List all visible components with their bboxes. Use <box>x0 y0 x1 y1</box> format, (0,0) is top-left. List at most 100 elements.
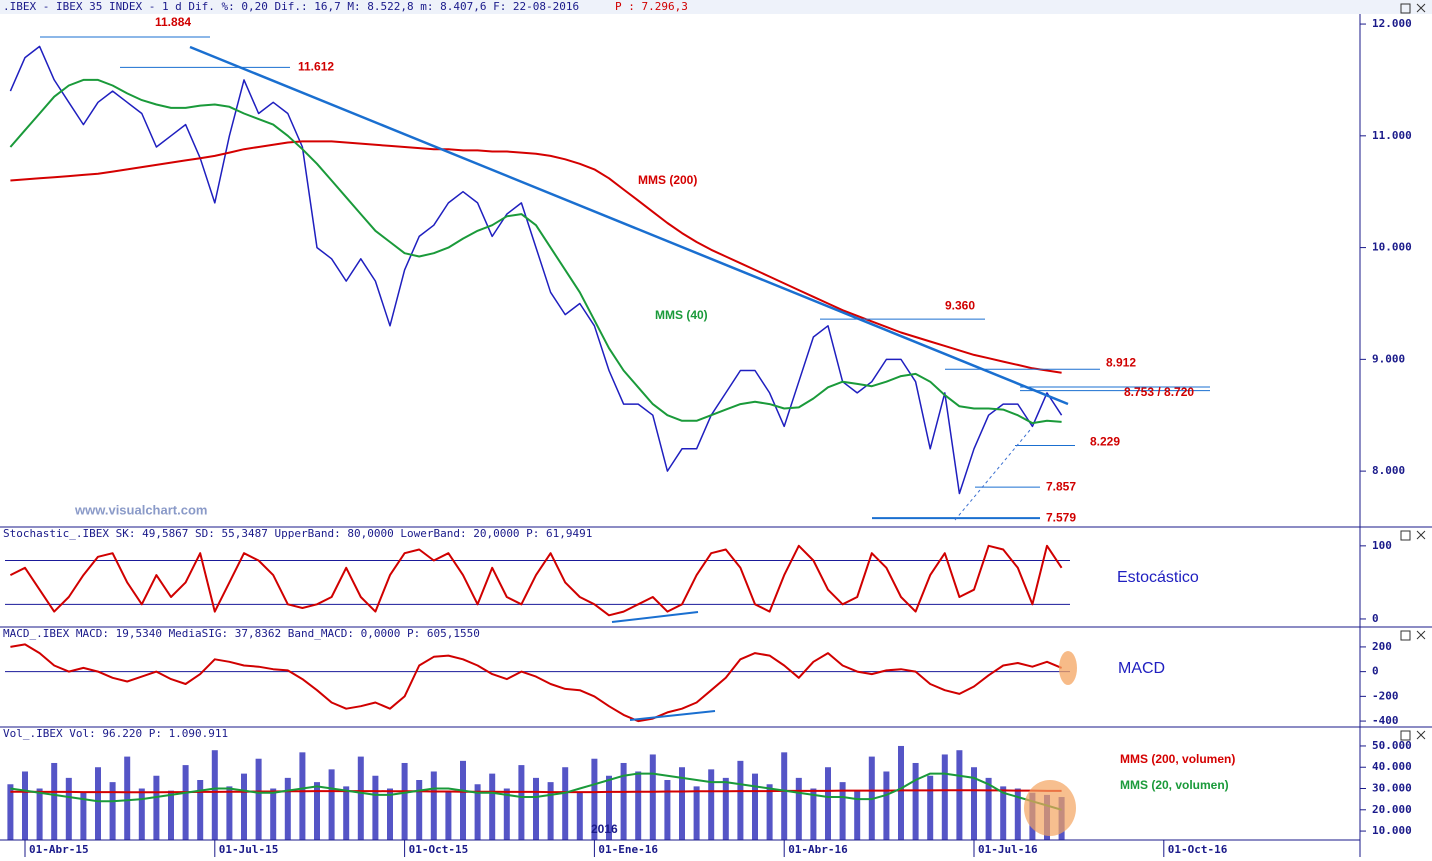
x-tick-label: 01-Jul-16 <box>978 843 1038 856</box>
level-label: 8.912 <box>1106 355 1136 369</box>
series-line <box>9 544 1063 617</box>
panel-title: Vol_.IBEX Vol: 96.220 P: 1.090.911 <box>3 727 228 740</box>
header-info: .IBEX - IBEX 35 INDEX - 1 d Dif. %: 0,20… <box>3 0 579 13</box>
volume-bar <box>533 777 539 840</box>
volume-bar <box>460 760 466 840</box>
series-label: MMS (40) <box>655 308 708 322</box>
volume-bar <box>36 788 43 840</box>
volume-bar <box>65 777 72 840</box>
series-label: MMS (20, volumen) <box>1120 778 1229 792</box>
volume-bar <box>401 762 408 840</box>
volume-bar <box>562 767 569 840</box>
volume-bar <box>985 777 992 840</box>
volume-bar <box>489 773 496 840</box>
volume-bar <box>810 788 817 840</box>
volume-bar <box>182 765 189 840</box>
volume-bar <box>299 752 306 840</box>
volume-bar <box>839 782 846 840</box>
x-tick-label: 01-Abr-16 <box>788 843 848 856</box>
y-tick-label: 10.000 <box>1372 241 1412 254</box>
x-tick-label: 01-Jul-15 <box>219 843 279 856</box>
volume-bar <box>51 762 58 840</box>
volume-bar <box>606 775 612 840</box>
volume-bar <box>927 775 934 840</box>
y-tick-label: 50.000 <box>1372 739 1412 752</box>
y-tick-label: 11.000 <box>1372 129 1412 142</box>
y-tick-label: -200 <box>1372 689 1399 702</box>
volume-bar <box>576 792 583 840</box>
volume-bar <box>898 745 904 840</box>
volume-bar <box>328 769 335 840</box>
panel-title: Stochastic_.IBEX SK: 49,5867 SD: 55,3487… <box>3 527 592 540</box>
window-buttons[interactable] <box>1400 3 1426 741</box>
volume-bar <box>284 777 291 840</box>
y-tick-label: 8.000 <box>1372 464 1405 477</box>
volume-bar <box>387 788 393 840</box>
series-label: MMS (200) <box>638 173 697 187</box>
volume-bar <box>547 782 554 840</box>
volume-bar <box>722 777 729 840</box>
volume-bar <box>357 756 364 840</box>
y-tick-label: -400 <box>1372 714 1399 727</box>
panel-label: Estocástico <box>1117 569 1199 586</box>
volume-bar <box>80 792 87 840</box>
volume-bar <box>416 780 423 840</box>
volume-bar <box>124 756 131 840</box>
volume-bar <box>372 775 379 840</box>
volume-bar <box>138 788 145 840</box>
series-label: MMS (200, volumen) <box>1120 752 1235 766</box>
highlight <box>1059 651 1077 685</box>
y-tick-label: 0 <box>1372 612 1379 625</box>
level-label: 9.360 <box>945 298 975 312</box>
x-tick-label: 01-Ene-16 <box>598 843 658 856</box>
series-line <box>10 643 1062 723</box>
y-tick-label: 0 <box>1372 665 1379 678</box>
volume-bar <box>270 788 277 840</box>
volume-bar <box>591 758 598 840</box>
panel-label: MACD <box>1118 660 1165 677</box>
volume-bar <box>343 786 350 840</box>
y-tick-label: 12.000 <box>1372 17 1412 30</box>
volume-bar <box>737 760 744 840</box>
volume-bar <box>241 773 247 840</box>
series-line <box>9 45 1063 495</box>
support-line <box>954 429 1031 521</box>
y-tick-label: 9.000 <box>1372 352 1405 365</box>
volume-bar <box>109 782 116 840</box>
volume-bar <box>708 769 715 840</box>
x-tick-label: 01-Oct-16 <box>1168 843 1228 856</box>
volume-bar <box>766 784 773 840</box>
y-tick-label: 40.000 <box>1372 760 1412 773</box>
volume-bar <box>22 771 28 840</box>
volume-bar <box>474 784 481 840</box>
x-tick-label: 01-Oct-15 <box>409 843 469 856</box>
volume-bar <box>503 788 510 840</box>
divergence-line <box>611 611 699 623</box>
volume-bar <box>912 762 919 840</box>
volume-bar <box>211 750 218 840</box>
volume-bar <box>226 786 233 840</box>
level-label: 8.753 / 8.720 <box>1124 385 1194 399</box>
volume-bar <box>795 777 802 840</box>
volume-bar <box>971 767 977 840</box>
series-line <box>10 140 1062 374</box>
volume-bar <box>430 771 437 840</box>
volume-bar <box>649 754 656 840</box>
level-label: 7.579 <box>1046 510 1076 524</box>
volume-bar <box>956 750 963 840</box>
y-tick-label: 10.000 <box>1372 824 1412 837</box>
x-tick-label: 01-Abr-15 <box>29 843 89 856</box>
level-label: 7.857 <box>1046 479 1076 493</box>
y-tick-label: 100 <box>1372 539 1392 552</box>
volume-bar <box>854 790 861 840</box>
y-tick-label: 30.000 <box>1372 782 1412 795</box>
panel-frames <box>0 14 1432 857</box>
level-label: 11.612 <box>298 60 334 74</box>
volume-bar <box>620 762 627 840</box>
y-tick-label: 200 <box>1372 640 1392 653</box>
volume-bar <box>883 771 890 840</box>
volume-bar <box>664 780 671 840</box>
series-line <box>9 78 1062 425</box>
